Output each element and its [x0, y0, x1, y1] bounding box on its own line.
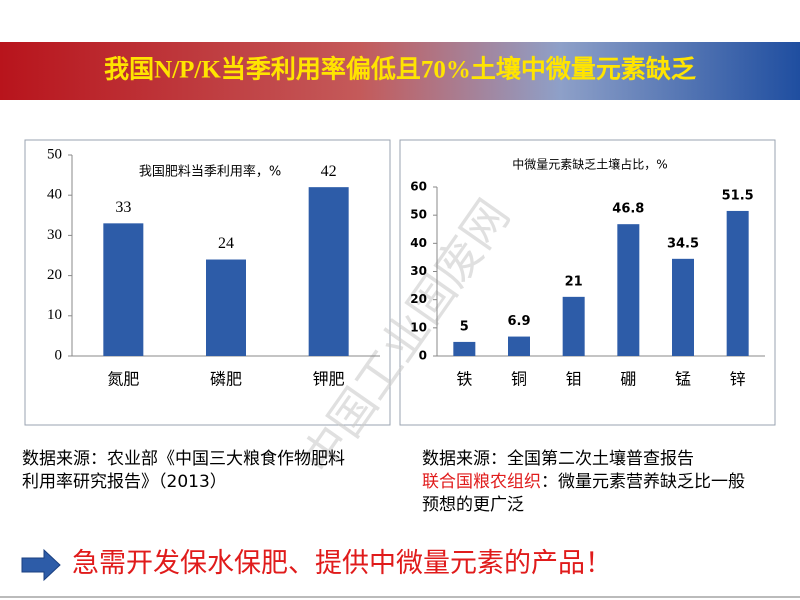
- data-label: 24: [218, 235, 234, 252]
- bar: [562, 296, 585, 356]
- bar: [453, 341, 476, 356]
- x-tick-label: 氮肥: [107, 371, 139, 389]
- source-right: 数据来源：全国第二次土壤普查报告 联合国粮农组织：微量元素营养缺乏比一般预想的更…: [422, 448, 752, 517]
- y-tick-label: 30: [47, 227, 62, 243]
- y-tick-label: 30: [410, 264, 427, 278]
- data-label: 5: [460, 319, 469, 334]
- conclusion: 急需开发保水保肥、提供中微量元素的产品！: [72, 548, 612, 578]
- chart-title: 中微量元素缺乏土壤占比，%: [512, 157, 667, 172]
- data-label: 21: [565, 274, 583, 289]
- source-org: 联合国粮农组织: [422, 472, 541, 492]
- header-title: 我国N/P/K当季利用率偏低且70%土壤中微量元素缺乏: [104, 55, 696, 84]
- chart-frame: [399, 139, 776, 426]
- y-tick-label: 50: [47, 146, 62, 162]
- bar: [103, 223, 144, 356]
- chart-frame: [24, 139, 391, 426]
- header-bar: [0, 42, 800, 100]
- x-tick-label: 锌: [730, 371, 746, 389]
- y-tick-label: 40: [410, 236, 427, 250]
- x-tick-label: 磷肥: [210, 371, 242, 389]
- x-tick-label: 铁: [456, 371, 472, 389]
- bar: [617, 224, 640, 356]
- source-left: 数据来源：农业部《中国三大粮食作物肥料利用率研究报告》（2013）: [22, 449, 345, 492]
- x-tick-label: 钼: [566, 371, 582, 389]
- x-tick-label: 硼: [620, 371, 636, 389]
- y-tick-label: 20: [47, 267, 62, 283]
- arrow-icon: [21, 548, 61, 582]
- data-label: 6.9: [507, 314, 530, 329]
- data-label: 34.5: [667, 236, 699, 251]
- bar: [726, 210, 749, 356]
- data-label: 46.8: [612, 202, 644, 217]
- y-tick-label: 50: [410, 208, 427, 222]
- source-text: ：微量元素营养缺乏比一般预想的更广泛: [422, 472, 745, 515]
- bar: [672, 258, 694, 356]
- x-tick-label: 锰: [675, 371, 691, 389]
- data-label: 51.5: [722, 188, 754, 203]
- x-tick-label: 铜: [511, 371, 527, 389]
- y-tick-label: 40: [47, 187, 62, 203]
- y-tick-label: 0: [55, 347, 63, 363]
- bar: [206, 259, 246, 356]
- y-tick-label: 20: [410, 292, 427, 306]
- bar: [508, 336, 530, 356]
- y-tick-label: 10: [410, 320, 427, 334]
- data-label: 42: [321, 163, 337, 180]
- y-tick-label: 0: [419, 349, 427, 363]
- bar: [308, 187, 349, 356]
- data-label: 33: [115, 199, 131, 216]
- x-tick-label: 钾肥: [313, 371, 345, 389]
- source-line: 数据来源：全国第二次土壤普查报告: [422, 449, 694, 469]
- y-tick-label: 60: [410, 180, 427, 194]
- chart-title: 我国肥料当季利用率，%: [139, 164, 281, 180]
- y-tick-label: 10: [47, 307, 62, 323]
